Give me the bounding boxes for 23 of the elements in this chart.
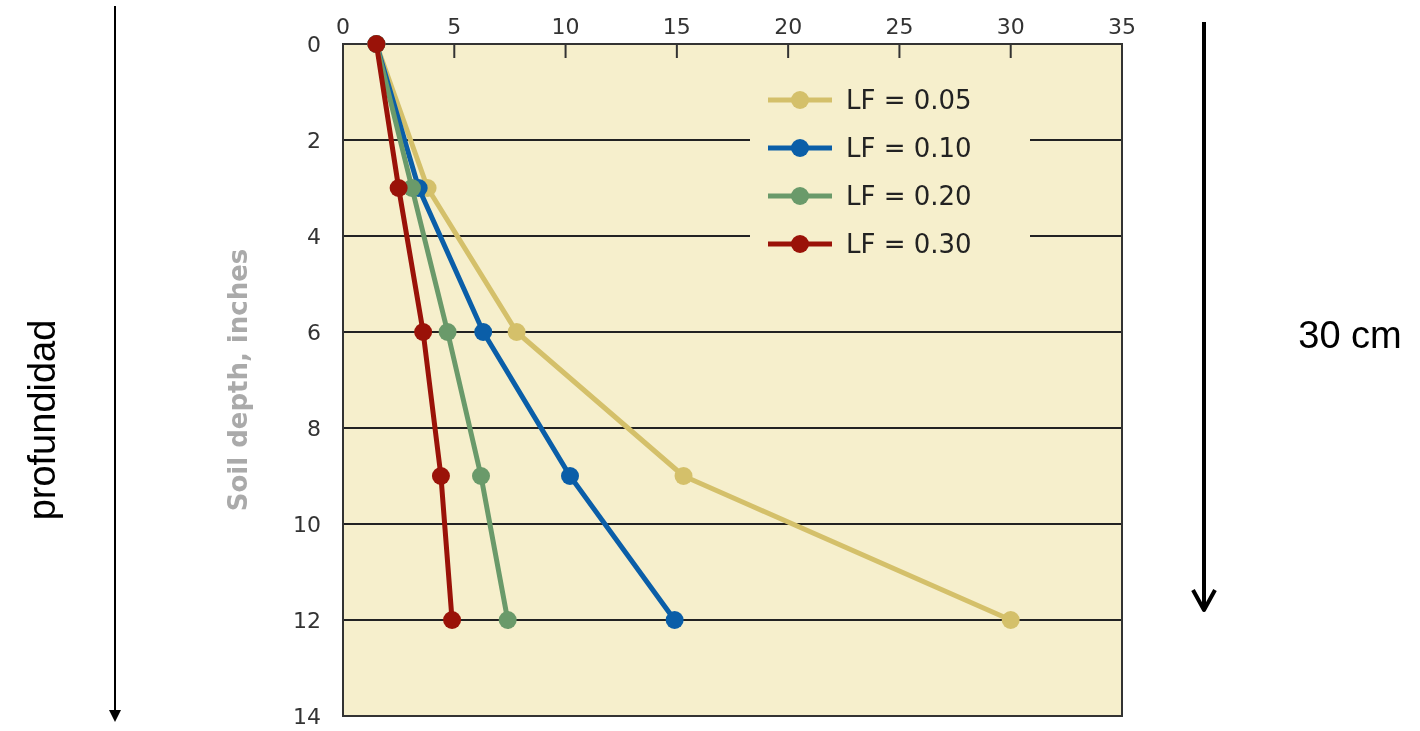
y-tick-label: 8 [307, 416, 321, 441]
y-tick-label: 14 [293, 704, 321, 729]
y-tick-label: 4 [307, 224, 321, 249]
y-tick-label: 12 [293, 608, 321, 633]
x-tick-label: 5 [447, 14, 462, 39]
legend-label: LF = 0.20 [846, 181, 972, 211]
x-tick-label: 0 [336, 14, 350, 39]
y-tick-label: 2 [307, 128, 321, 153]
text: profundidad [21, 319, 63, 521]
x-tick-label: 10 [551, 14, 580, 39]
x-tick-label: 35 [1108, 14, 1136, 39]
legend-label: LF = 0.05 [846, 85, 972, 115]
legend-label: LF = 0.10 [846, 133, 972, 163]
y-tick-label: 6 [307, 320, 321, 345]
y-axis-title: Soil depth, inches [223, 248, 253, 512]
legend-label: LF = 0.30 [846, 229, 972, 259]
text: 30 cm [1298, 314, 1402, 356]
x-tick-label: 20 [774, 14, 803, 39]
y-tick-label: 10 [293, 512, 321, 537]
x-tick-label: 30 [996, 14, 1025, 39]
y-tick-label: 0 [307, 32, 321, 57]
x-tick-label: 15 [662, 14, 691, 39]
x-tick-label: 25 [885, 14, 914, 39]
